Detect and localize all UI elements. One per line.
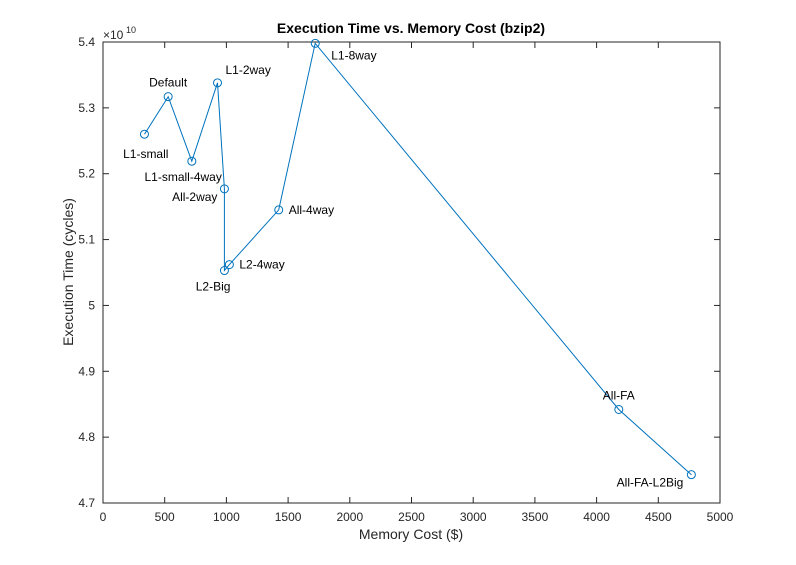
chart-title: Execution Time vs. Memory Cost (bzip2) (277, 20, 545, 36)
data-point-label: L1-small (123, 147, 168, 161)
series-execution-time (139, 38, 696, 480)
y-tick-label: 5.3 (78, 101, 95, 115)
y-tick-label: 4.8 (78, 430, 95, 444)
y-tick-label: 5.1 (78, 233, 95, 247)
y-tick-label: 4.7 (78, 496, 95, 510)
data-point-marker (224, 260, 234, 270)
y-axis-ticks: 4.7 4.8 4.9 5 5.1 5.2 5.3 5.4 (78, 35, 720, 510)
x-tick-label: 2000 (336, 510, 363, 524)
data-point-label: L1-2way (226, 63, 271, 77)
data-point-label: L2-Big (196, 280, 231, 294)
x-tick-label: 3500 (522, 510, 549, 524)
data-point-marker (614, 404, 624, 414)
y-exponent-base: ×10 (103, 28, 124, 42)
data-point-label: Default (149, 76, 188, 90)
point-labels: L1-small Default L1-small-4way L1-2way All-2… (123, 48, 683, 489)
y-tick-label: 4.9 (78, 364, 95, 378)
y-tick-label: 5 (88, 298, 95, 312)
data-point-marker (310, 38, 320, 48)
y-tick-label: 5.4 (78, 35, 95, 49)
x-tick-label: 3000 (460, 510, 487, 524)
data-point-marker (219, 266, 229, 276)
data-point-marker (139, 129, 149, 139)
data-point-label: L1-small-4way (144, 170, 221, 184)
x-tick-label: 5000 (707, 510, 734, 524)
x-tick-label: 0 (100, 510, 107, 524)
x-tick-label: 1000 (213, 510, 240, 524)
series-line (144, 42, 692, 476)
x-tick-label: 2500 (398, 510, 425, 524)
x-axis-label: Memory Cost ($) (359, 526, 463, 542)
data-point-marker (213, 78, 223, 88)
x-tick-label: 4500 (645, 510, 672, 524)
data-point-marker (686, 470, 696, 480)
data-point-label: L2-4way (239, 258, 284, 272)
x-tick-label: 1500 (275, 510, 302, 524)
y-axis-label: Execution Time (cycles) (60, 198, 76, 346)
data-point-label: All-2way (172, 190, 217, 204)
data-point-marker (274, 205, 284, 215)
y-exponent-power: 10 (126, 25, 136, 35)
data-point-label: All-FA-L2Big (617, 476, 684, 490)
data-point-marker (163, 92, 173, 102)
data-point-label: All-4way (289, 203, 334, 217)
plot-area (102, 41, 721, 504)
y-axis-exponent: ×10 10 (103, 25, 136, 42)
x-axis-ticks: 0 500 1000 1500 2000 2500 3000 3500 4000 4500 5000 (100, 42, 734, 524)
data-point-label: All-FA (603, 388, 635, 402)
x-tick-label: 4000 (583, 510, 610, 524)
data-point-marker (219, 184, 229, 194)
data-point-label: L1-8way (331, 48, 376, 62)
y-tick-label: 5.2 (78, 167, 95, 181)
x-tick-label: 500 (155, 510, 175, 524)
data-point-marker (187, 156, 197, 166)
